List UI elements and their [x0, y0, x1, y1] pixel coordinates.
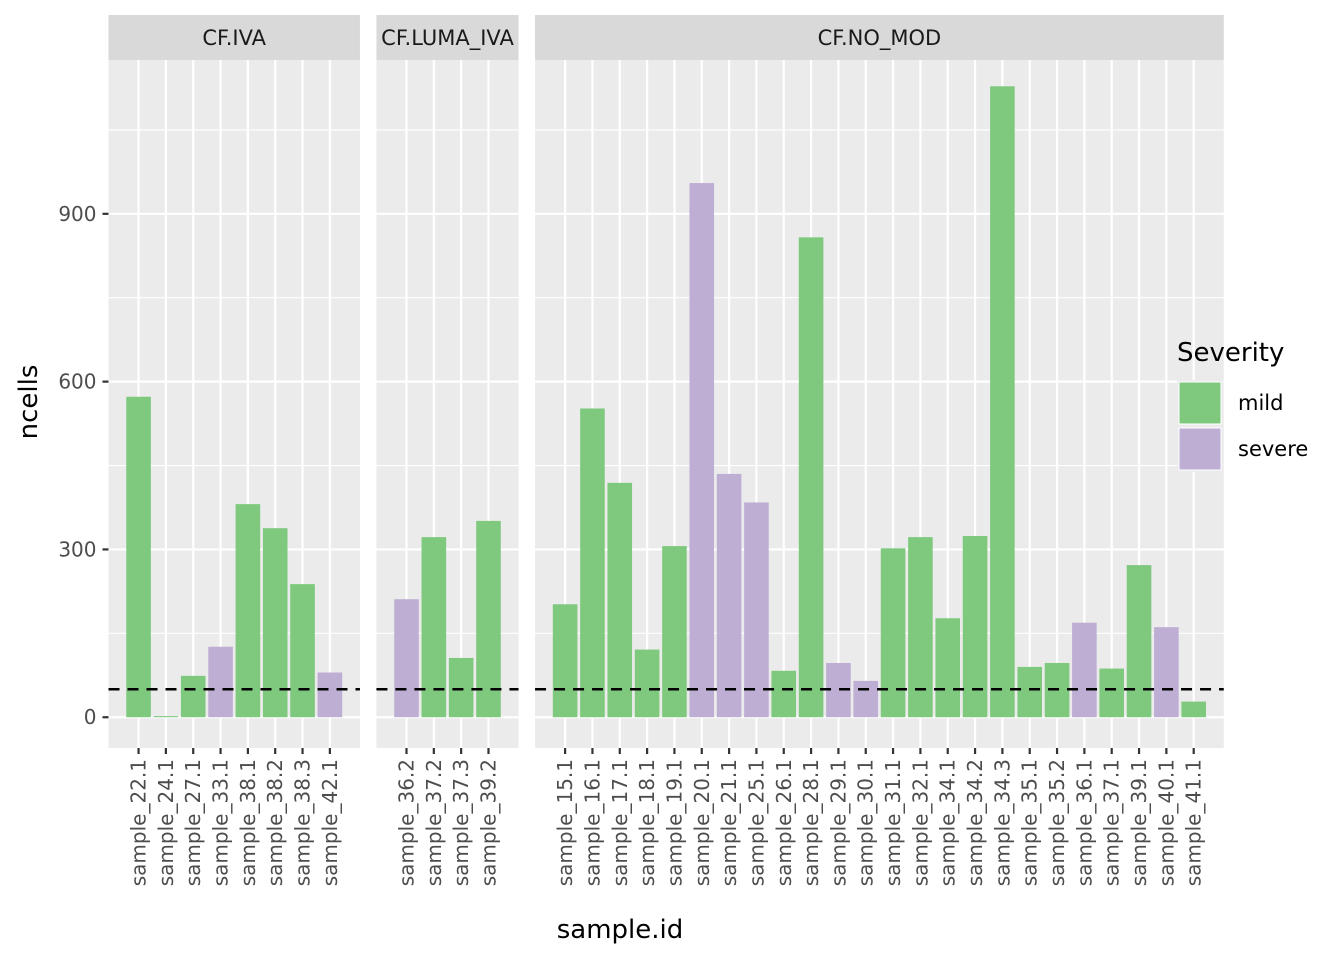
x-tick-label: sample_37.3 [449, 759, 473, 886]
bar-sample_34.3 [990, 86, 1015, 718]
y-tick-label: 0 [84, 705, 97, 729]
x-tick-label: sample_41.1 [1182, 759, 1206, 886]
bar-sample_38.1 [235, 504, 261, 718]
bar-sample_37.3 [448, 657, 474, 718]
x-axis-title: sample.id [557, 915, 684, 945]
legend-swatch-severe [1178, 427, 1222, 471]
x-tick-label: sample_18.1 [635, 759, 659, 886]
x-tick-label: sample_33.1 [209, 759, 233, 886]
x-tick-label: sample_20.1 [690, 759, 714, 886]
x-tick-label: sample_38.1 [236, 759, 260, 886]
x-tick-label: sample_39.2 [476, 759, 500, 886]
bar-sample_16.1 [580, 408, 605, 718]
x-tick-label: sample_29.1 [826, 759, 850, 886]
bar-sample_20.1 [689, 183, 715, 718]
bar-sample_21.1 [716, 473, 742, 718]
x-tick-label: sample_38.3 [291, 759, 315, 886]
x-tick-label: sample_38.2 [263, 759, 287, 886]
bar-sample_34.1 [935, 618, 961, 718]
bar-sample_22.1 [126, 396, 151, 718]
y-tick-label: 600 [58, 370, 96, 394]
x-tick-label: sample_36.2 [394, 759, 418, 886]
x-tick-label: sample_42.1 [318, 759, 342, 886]
bar-sample_32.1 [908, 537, 933, 718]
bar-sample_38.3 [290, 584, 315, 718]
x-tick-label: sample_22.1 [127, 759, 151, 886]
x-tick-label: sample_31.1 [881, 759, 905, 886]
x-tick-label: sample_24.1 [154, 759, 178, 886]
x-tick-label: sample_34.1 [936, 759, 960, 886]
bar-sample_41.1 [1181, 701, 1207, 718]
bar-sample_39.1 [1126, 565, 1152, 718]
x-tick-label: sample_17.1 [608, 759, 632, 886]
x-tick-label: sample_34.2 [963, 759, 987, 886]
y-tick-label: 900 [58, 202, 96, 226]
bar-sample_28.1 [798, 237, 824, 718]
bar-sample_25.1 [744, 502, 769, 718]
facet-strip-label: CF.IVA [202, 26, 266, 50]
x-tick-label: sample_32.1 [908, 759, 932, 886]
panel-background [535, 60, 1224, 748]
bar-sample_36.1 [1072, 622, 1097, 718]
bar-sample_39.2 [476, 520, 501, 718]
bar-sample_17.1 [607, 482, 633, 718]
bar-sample_40.1 [1154, 627, 1179, 718]
bar-sample_15.1 [552, 604, 578, 718]
bar-sample_33.1 [208, 646, 233, 718]
facet-strip-label: CF.LUMA_IVA [381, 26, 514, 51]
x-tick-label: sample_34.3 [990, 759, 1014, 886]
x-tick-label: sample_40.1 [1154, 759, 1178, 886]
bar-sample_38.2 [262, 528, 288, 718]
bar-sample_26.1 [771, 670, 797, 718]
bar-sample_37.1 [1099, 668, 1125, 718]
bar-sample_24.1 [153, 716, 179, 718]
x-tick-label: sample_25.1 [744, 759, 768, 886]
x-tick-label: sample_30.1 [854, 759, 878, 886]
facet-strip [108, 15, 360, 60]
bar-sample_27.1 [180, 675, 206, 718]
legend-title: Severity [1177, 338, 1284, 368]
bar-sample_34.2 [962, 536, 988, 718]
x-tick-label: sample_28.1 [799, 759, 823, 886]
bar-sample_18.1 [634, 649, 660, 718]
panel-cf-no-mod: CF.NO_MOD sample_15.1 sample_16.1 sample_17… [535, 15, 1224, 886]
bar-sample_35.1 [1017, 666, 1043, 718]
x-tick-label: sample_16.1 [580, 759, 604, 886]
x-tick-label: sample_35.2 [1045, 759, 1069, 886]
x-tick-label: sample_26.1 [772, 759, 796, 886]
bar-sample_31.1 [880, 548, 906, 718]
legend-swatch-mild [1178, 381, 1222, 425]
x-tick-label: sample_19.1 [662, 759, 686, 886]
facet-strip [535, 15, 1224, 60]
x-tick-label: sample_37.1 [1100, 759, 1124, 886]
legend-label-severe: severe [1238, 437, 1308, 461]
x-tick-label: sample_35.1 [1018, 759, 1042, 886]
x-tick-label: sample_39.1 [1127, 759, 1151, 886]
bar-sample_37.2 [421, 537, 447, 718]
facet-strip-label: CF.NO_MOD [818, 26, 942, 51]
bar-sample_42.1 [317, 672, 343, 718]
legend-label-mild: mild [1238, 391, 1283, 415]
y-tick-label: 300 [58, 537, 96, 561]
x-tick-label: sample_36.1 [1072, 759, 1096, 886]
x-tick-label: sample_15.1 [553, 759, 577, 886]
y-axis: 0 300 600 900 [58, 202, 109, 729]
bar-sample_36.2 [394, 599, 419, 718]
y-axis-title: ncells [14, 365, 44, 440]
x-tick-label: sample_37.2 [422, 759, 446, 886]
legend: Severity mild severe [1177, 338, 1308, 472]
x-tick-label: sample_21.1 [717, 759, 741, 886]
facet-strip [376, 15, 519, 60]
bar-sample_19.1 [662, 546, 687, 718]
bar-sample_30.1 [853, 680, 879, 718]
x-tick-label: sample_27.1 [181, 759, 205, 886]
